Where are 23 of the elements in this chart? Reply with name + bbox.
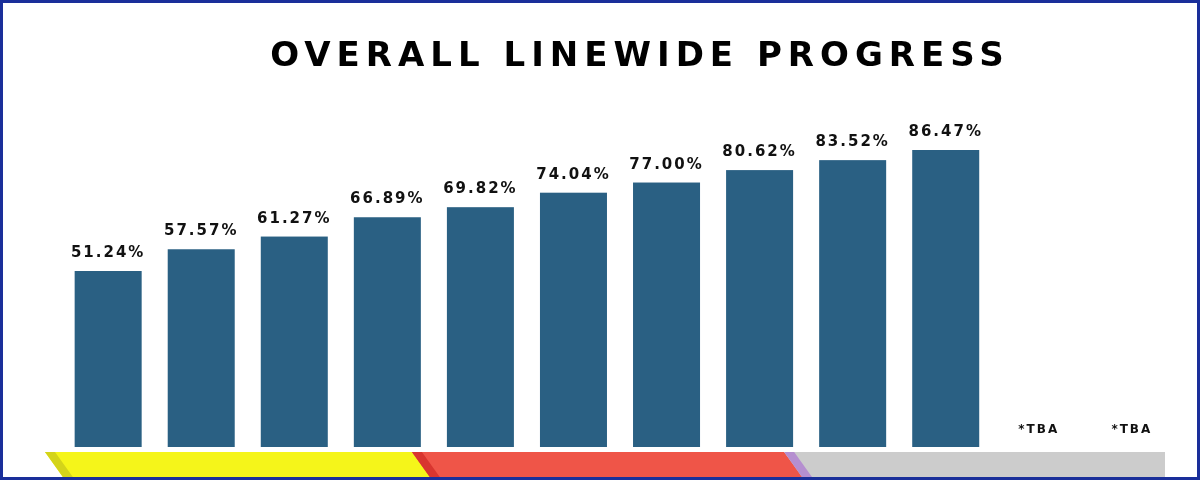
bar [819,160,887,447]
data-label: 83.52% [815,132,890,151]
text: *TBA [1111,422,1153,436]
data-label: 66.89% [350,189,425,208]
data-label: 51.24% [70,243,146,262]
bar [633,182,701,447]
text: *TBA [1018,422,1060,436]
data-label: 86.47% [908,122,983,140]
bar [353,217,421,447]
data-label: 61.27% [257,208,332,227]
bar [726,170,794,447]
bar [912,150,980,447]
bar [446,207,514,447]
bar [167,249,235,447]
data-label: 77.00% [629,154,704,173]
data-label: 57.57% [163,221,239,240]
bar [260,236,328,447]
data-label: 69.82% [443,179,518,198]
data-label: 74.04% [536,164,611,183]
chart-title: OVERALL LINEWIDE PROGRESS [270,34,1010,74]
bar [74,271,142,447]
bar [539,192,607,447]
data-label: 80.62% [722,142,797,161]
